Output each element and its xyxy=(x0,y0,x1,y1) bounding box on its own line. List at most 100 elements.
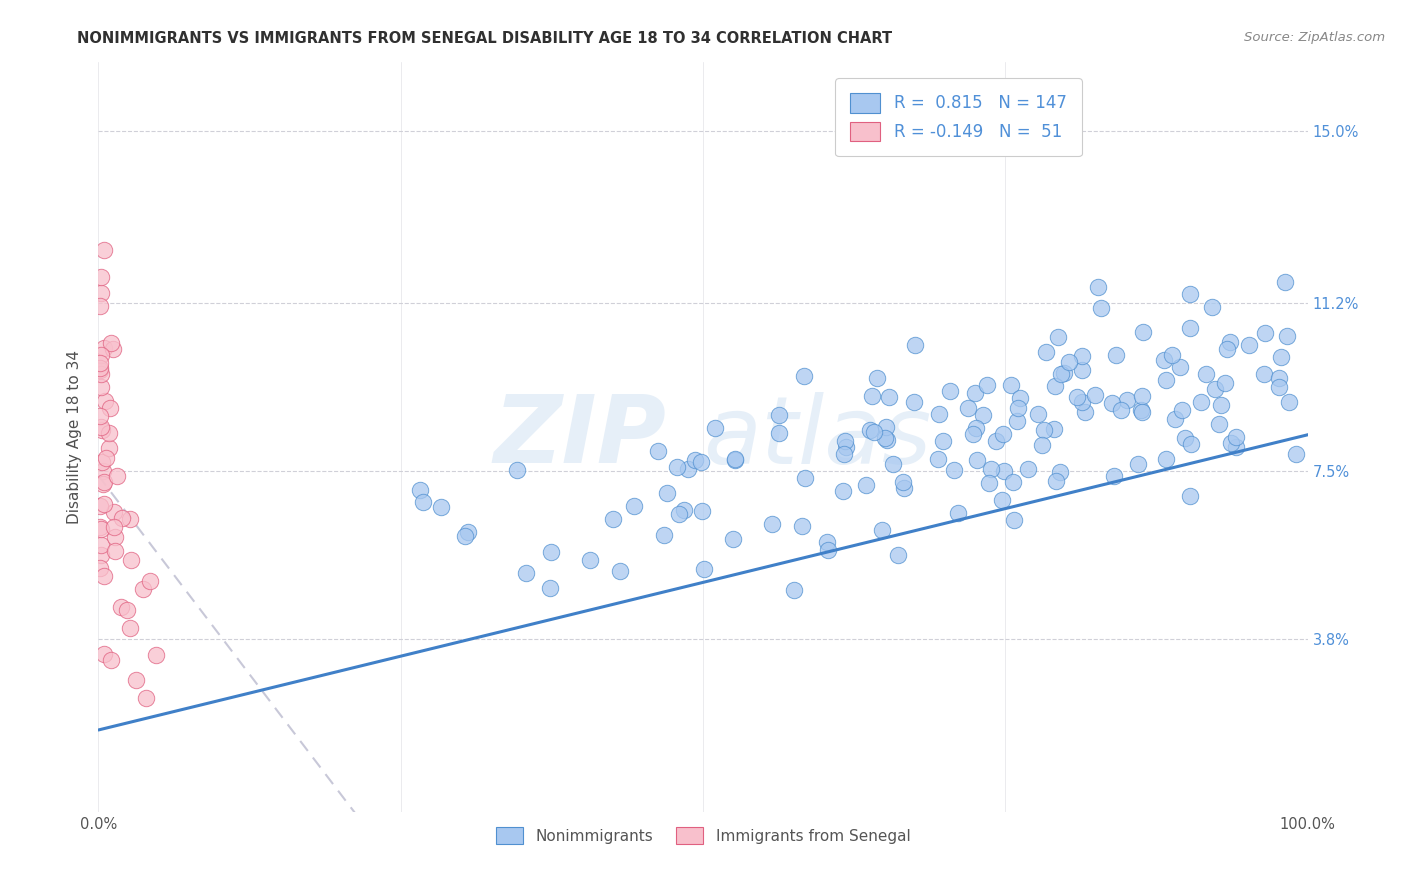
Point xyxy=(430,500,453,514)
Point xyxy=(876,433,898,447)
Point xyxy=(145,648,167,662)
Point xyxy=(939,384,962,398)
Point xyxy=(855,477,877,491)
Point xyxy=(1216,342,1239,356)
Point xyxy=(1008,391,1031,405)
Point xyxy=(103,519,125,533)
Point xyxy=(1000,378,1022,392)
Text: NONIMMIGRANTS VS IMMIGRANTS FROM SENEGAL DISABILITY AGE 18 TO 34 CORRELATION CHA: NONIMMIGRANTS VS IMMIGRANTS FROM SENEGAL… xyxy=(77,31,893,46)
Point xyxy=(724,452,747,467)
Point xyxy=(98,401,121,416)
Point xyxy=(1285,447,1308,461)
Point xyxy=(609,565,631,579)
Point xyxy=(91,455,114,469)
Point xyxy=(89,561,111,575)
Point xyxy=(1130,405,1153,419)
Point xyxy=(90,537,112,551)
Point xyxy=(692,503,714,517)
Point xyxy=(118,621,141,635)
Point xyxy=(946,507,969,521)
Point xyxy=(676,461,699,475)
Point xyxy=(132,582,155,596)
Point xyxy=(886,548,908,562)
Point xyxy=(1130,389,1153,403)
Point xyxy=(903,394,925,409)
Point xyxy=(100,652,122,666)
Point xyxy=(90,348,112,362)
Point xyxy=(1002,475,1025,489)
Point xyxy=(859,423,882,437)
Point xyxy=(1204,383,1226,397)
Point xyxy=(1070,349,1092,363)
Point xyxy=(93,647,115,661)
Point xyxy=(1116,393,1139,408)
Point xyxy=(89,356,111,370)
Point xyxy=(904,338,927,352)
Point xyxy=(1049,465,1071,479)
Point xyxy=(1270,351,1292,365)
Point xyxy=(90,522,112,536)
Point xyxy=(927,452,949,467)
Point xyxy=(90,285,112,300)
Point xyxy=(103,505,125,519)
Point xyxy=(793,369,815,384)
Point xyxy=(1274,276,1296,290)
Point xyxy=(1154,373,1177,387)
Point xyxy=(457,525,479,540)
Point xyxy=(689,455,711,469)
Point xyxy=(104,530,127,544)
Point xyxy=(668,507,690,521)
Point xyxy=(1253,367,1275,381)
Point xyxy=(105,468,128,483)
Point xyxy=(990,493,1012,508)
Point xyxy=(1002,513,1025,527)
Point xyxy=(793,470,815,484)
Point xyxy=(578,553,600,567)
Point xyxy=(790,519,813,533)
Point xyxy=(1268,380,1291,394)
Point xyxy=(977,476,1000,491)
Point xyxy=(412,495,434,509)
Point xyxy=(89,409,111,423)
Point xyxy=(817,542,839,557)
Point xyxy=(1104,469,1126,483)
Point xyxy=(94,394,117,409)
Point xyxy=(100,335,122,350)
Point xyxy=(943,462,966,476)
Point xyxy=(1180,437,1202,451)
Point xyxy=(834,434,856,448)
Point xyxy=(1101,396,1123,410)
Point xyxy=(505,463,527,477)
Point xyxy=(835,441,858,455)
Point xyxy=(1225,430,1247,444)
Point xyxy=(862,425,884,439)
Point xyxy=(104,544,127,558)
Point xyxy=(1130,403,1153,417)
Point xyxy=(135,691,157,706)
Point xyxy=(1211,398,1233,412)
Point xyxy=(93,569,115,583)
Point xyxy=(89,520,111,534)
Point xyxy=(97,441,120,455)
Point xyxy=(1057,355,1080,369)
Point xyxy=(1254,326,1277,340)
Text: atlas: atlas xyxy=(703,392,931,483)
Point xyxy=(1109,403,1132,417)
Point xyxy=(966,421,988,435)
Point xyxy=(515,566,537,581)
Point xyxy=(1153,353,1175,368)
Point xyxy=(1219,334,1241,349)
Point xyxy=(1128,457,1150,471)
Point xyxy=(540,545,562,559)
Point xyxy=(817,534,839,549)
Point xyxy=(90,419,112,434)
Point xyxy=(1050,367,1073,381)
Point xyxy=(1066,390,1088,404)
Point xyxy=(655,485,678,500)
Point xyxy=(1180,320,1202,334)
Point xyxy=(877,390,900,404)
Point xyxy=(89,362,111,376)
Point xyxy=(1194,367,1216,381)
Point xyxy=(1090,301,1112,315)
Point xyxy=(1070,363,1092,377)
